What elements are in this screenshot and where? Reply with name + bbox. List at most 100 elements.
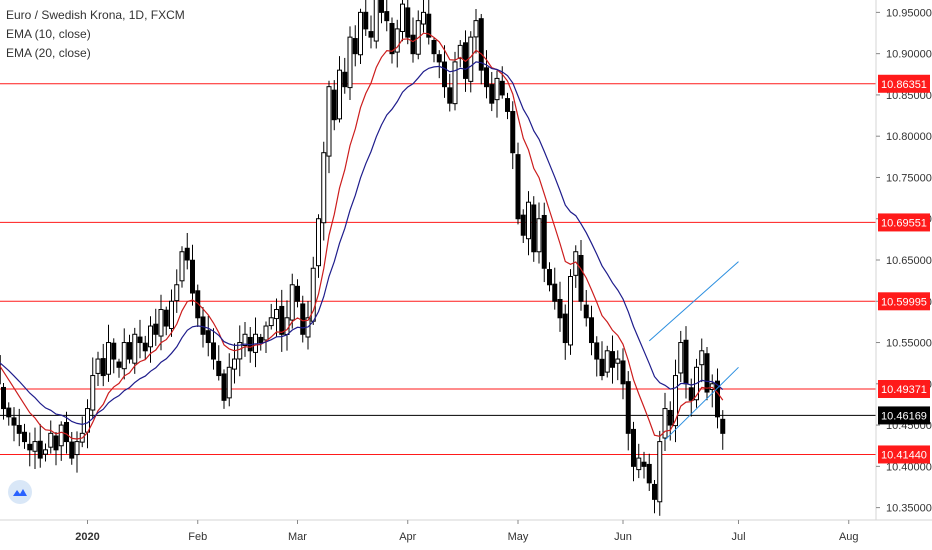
candle-body bbox=[331, 89, 337, 121]
ema20-line bbox=[0, 61, 724, 426]
level-lines bbox=[0, 83, 876, 455]
candle-body bbox=[641, 461, 647, 467]
level-badge bbox=[878, 445, 930, 464]
channel-lines bbox=[648, 261, 739, 441]
x-tick-label: 2020 bbox=[75, 531, 99, 543]
time-axis[interactable]: 2020 Feb Mar Apr May Jun Jul Aug bbox=[75, 520, 859, 543]
candle-body bbox=[337, 69, 342, 120]
candle-body bbox=[27, 443, 33, 451]
candle-body bbox=[190, 259, 195, 294]
candle-body bbox=[226, 366, 232, 399]
candle-body bbox=[552, 283, 558, 302]
candle-body bbox=[111, 342, 117, 360]
candle-body bbox=[316, 218, 321, 267]
candle-body bbox=[95, 358, 101, 374]
candle-body bbox=[515, 154, 521, 220]
candle-body bbox=[148, 325, 153, 348]
current-price-badge bbox=[878, 406, 930, 425]
candle-body bbox=[442, 61, 447, 88]
candle-body bbox=[232, 358, 237, 370]
candle-body bbox=[573, 251, 579, 276]
ema10-legend[interactable]: EMA (10, close) bbox=[6, 27, 91, 41]
candle-body bbox=[6, 407, 12, 418]
candle-body bbox=[300, 303, 306, 335]
candles bbox=[0, 0, 726, 516]
candle-body bbox=[11, 417, 17, 426]
candle-body bbox=[426, 13, 432, 38]
candle-body bbox=[499, 80, 505, 96]
candle-body bbox=[541, 214, 547, 269]
candle-body bbox=[473, 20, 479, 38]
level-label: 10.86351 bbox=[881, 79, 927, 91]
candle-body bbox=[709, 383, 715, 391]
candle-body bbox=[652, 483, 657, 500]
candle-body bbox=[379, 0, 384, 13]
level-label: 10.41440 bbox=[881, 449, 927, 461]
chart-legend: Euro / Swedish Krona, 1D, FXCM EMA (10, … bbox=[6, 6, 185, 63]
candle-body bbox=[321, 152, 327, 224]
ema20-legend[interactable]: EMA (20, close) bbox=[6, 46, 91, 60]
y-tick-label: 10.35000 bbox=[886, 503, 932, 515]
candle-body bbox=[342, 71, 348, 88]
channel-line bbox=[648, 261, 739, 342]
candle-body bbox=[683, 339, 689, 385]
candle-body bbox=[699, 350, 705, 366]
candle-body bbox=[625, 381, 631, 434]
candle-body bbox=[526, 201, 531, 240]
candle-body bbox=[510, 111, 516, 154]
candle-body bbox=[583, 304, 589, 319]
candle-body bbox=[394, 28, 400, 53]
candle-body bbox=[620, 360, 626, 385]
candle-body bbox=[221, 373, 227, 401]
y-tick-label: 10.95000 bbox=[886, 7, 932, 19]
candle-body bbox=[326, 86, 332, 157]
candle-body bbox=[242, 333, 248, 346]
candle-body bbox=[673, 375, 678, 427]
y-tick-label: 10.80000 bbox=[886, 131, 932, 143]
candle-body bbox=[16, 424, 22, 434]
current-price-label: 10.46169 bbox=[881, 410, 927, 422]
tradingview-logo-icon[interactable] bbox=[8, 480, 32, 504]
candle-body bbox=[688, 387, 694, 401]
candle-body bbox=[431, 39, 437, 55]
x-tick-label: Jul bbox=[731, 531, 745, 543]
candle-body bbox=[494, 77, 500, 101]
candle-body bbox=[48, 432, 54, 448]
candle-body bbox=[58, 424, 64, 447]
level-badge bbox=[878, 380, 930, 399]
candle-body bbox=[347, 36, 353, 89]
candle-body bbox=[531, 204, 537, 253]
x-tick-label: May bbox=[508, 531, 529, 543]
candle-body bbox=[436, 54, 442, 63]
x-tick-label: Aug bbox=[839, 531, 859, 543]
candle-body bbox=[184, 247, 190, 261]
candle-body bbox=[468, 36, 474, 82]
candle-body bbox=[704, 353, 710, 393]
channel-line bbox=[664, 366, 739, 441]
candle-body bbox=[53, 435, 59, 451]
candle-body bbox=[405, 7, 411, 38]
candle-body bbox=[200, 316, 206, 335]
candle-body bbox=[90, 375, 96, 411]
level-badge bbox=[878, 74, 930, 93]
candle-body bbox=[384, 11, 390, 22]
candle-body bbox=[452, 61, 458, 105]
candle-body bbox=[631, 428, 636, 467]
candle-body bbox=[153, 323, 159, 335]
candle-body bbox=[106, 342, 111, 375]
candle-body bbox=[400, 3, 405, 32]
candle-body bbox=[158, 309, 164, 337]
candle-body bbox=[562, 313, 568, 344]
candle-body bbox=[657, 441, 663, 503]
candle-body bbox=[237, 342, 243, 360]
candle-body bbox=[557, 298, 563, 319]
candle-body bbox=[547, 269, 552, 286]
candle-body bbox=[69, 441, 75, 459]
candle-body bbox=[610, 351, 615, 368]
level-label: 10.49371 bbox=[881, 384, 927, 396]
y-tick-label: 10.65000 bbox=[886, 255, 932, 267]
candle-body bbox=[489, 84, 495, 104]
candle-body bbox=[478, 18, 484, 71]
symbol-title[interactable]: Euro / Swedish Krona, 1D, FXCM bbox=[6, 8, 185, 22]
